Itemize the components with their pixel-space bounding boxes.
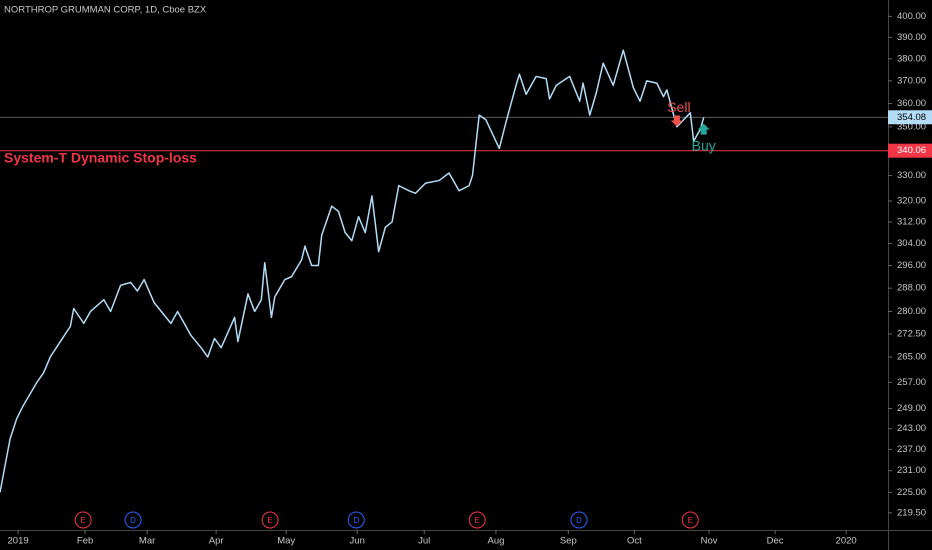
event-marker	[681, 511, 699, 529]
sell-label: Sell	[667, 99, 690, 115]
y-tick-label: 288.00	[897, 283, 926, 294]
stop-loss-badge	[888, 143, 932, 158]
last-price-badge	[888, 110, 932, 125]
y-tick-label: 237.00	[897, 444, 926, 455]
sell-arrow	[670, 115, 683, 127]
x-tick-label: 2020	[836, 536, 857, 547]
y-tick-label: 330.00	[897, 170, 926, 181]
y-tick-label: 243.00	[897, 423, 926, 434]
event-marker	[124, 511, 142, 529]
event-label: D	[130, 516, 136, 525]
y-tick-label: 320.00	[897, 196, 926, 207]
buy-arrow	[697, 123, 710, 135]
x-tick-label: 2019	[8, 536, 29, 547]
x-tick-label: Mar	[139, 536, 155, 547]
event-label: E	[267, 516, 272, 525]
event-label: D	[576, 516, 582, 525]
y-tick-label: 400.00	[897, 11, 926, 22]
y-tick-label: 380.00	[897, 53, 926, 64]
stop-loss-text: System-T Dynamic Stop-loss	[4, 149, 197, 165]
y-tick-label: 390.00	[897, 32, 926, 43]
y-tick-label: 350.00	[897, 121, 926, 132]
x-tick-label: Sep	[560, 536, 577, 547]
y-tick-label: 280.00	[897, 306, 926, 317]
x-tick-label: Aug	[487, 536, 504, 547]
y-tick-label: 370.00	[897, 75, 926, 86]
event-label: E	[688, 516, 693, 525]
y-tick-label: 360.00	[897, 98, 926, 109]
y-tick-label: 225.00	[897, 487, 926, 498]
y-tick-label: 272.50	[897, 328, 926, 339]
last-price-label: 354.08	[897, 112, 926, 123]
event-label: E	[475, 516, 480, 525]
chart-title: NORTHROP GRUMMAN CORP, 1D, Cboe BZX	[4, 5, 207, 16]
x-tick-label: Jul	[418, 536, 430, 547]
y-tick-label: 257.00	[897, 377, 926, 388]
y-tick-label: 265.00	[897, 352, 926, 363]
y-tick-label: 304.00	[897, 238, 926, 249]
stop-loss-value: 340.06	[897, 145, 926, 156]
event-marker	[570, 511, 588, 529]
x-tick-label: May	[277, 536, 295, 547]
x-tick-label: Feb	[77, 536, 93, 547]
y-tick-label: 312.00	[897, 216, 926, 227]
x-tick-label: Oct	[627, 536, 642, 547]
y-tick-label: 249.00	[897, 403, 926, 414]
event-marker	[261, 511, 279, 529]
event-label: D	[353, 516, 359, 525]
event-label: E	[80, 516, 85, 525]
event-marker	[347, 511, 365, 529]
x-tick-label: Apr	[209, 536, 224, 547]
y-tick-label: 231.00	[897, 465, 926, 476]
event-marker	[74, 511, 92, 529]
y-tick-label: 296.00	[897, 260, 926, 271]
x-tick-label: Jun	[350, 536, 365, 547]
y-tick-label: 219.50	[897, 507, 926, 518]
event-marker	[468, 511, 486, 529]
buy-label: Buy	[692, 137, 716, 153]
price-line	[0, 49, 705, 493]
x-tick-label: Dec	[767, 536, 784, 547]
x-tick-label: Nov	[701, 536, 718, 547]
